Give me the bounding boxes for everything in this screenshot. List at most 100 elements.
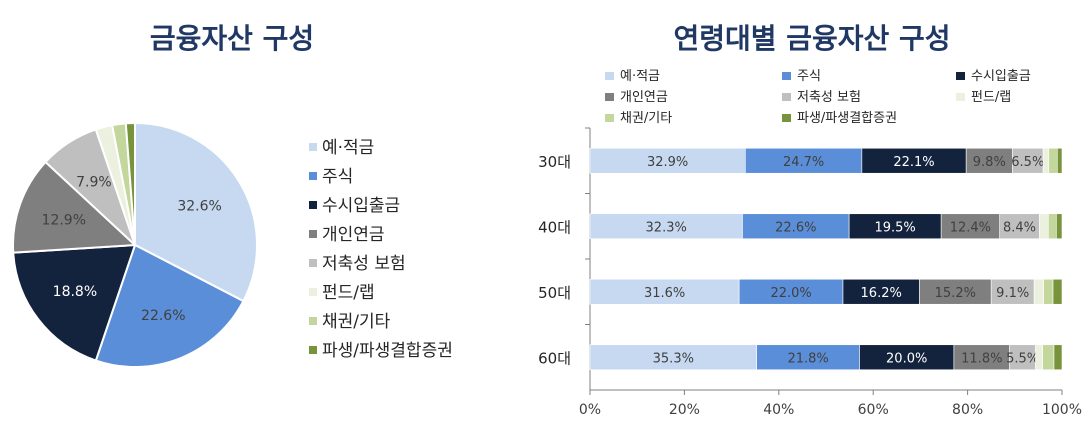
bar-segment [1053, 344, 1063, 371]
pie-slice-8 [124, 121, 136, 246]
bar-data-label: 35.3% [653, 351, 694, 366]
legend-label: 파생/파생결합증권 [322, 341, 453, 361]
pie-chart: 금융자산 구성 32.6% 22.6% 18.8% 12.9% 7.9% 예·적금주식수… [12, 22, 453, 368]
bar-data-label: 5.5% [1006, 351, 1039, 366]
legend-swatch [782, 114, 791, 122]
pie-slice-3 [12, 243, 137, 362]
bar-data-label: 22.1% [893, 155, 934, 170]
bar-segment [990, 278, 1035, 305]
bar-data-label: 22.0% [770, 286, 811, 301]
legend-label: 주식 [797, 69, 821, 84]
bar-data-label: 15.2% [935, 286, 976, 301]
bar-segments: 32.9% 24.7% 22.1% 9.8% 6.5% 32.3% 22.6% 19.5% 12… [589, 147, 1063, 371]
x-tick-label: 100% [1042, 402, 1082, 418]
pie-slices [12, 121, 258, 368]
bar-segment [1048, 213, 1057, 240]
bar-title: 연령대별 금융자산 구성 [673, 22, 950, 55]
bar-data-label: 31.6% [644, 286, 685, 301]
x-tick-label: 20% [669, 402, 700, 418]
bar-segment [859, 344, 955, 371]
pie-data-labels: 32.6% 22.6% 18.8% 12.9% 7.9% [42, 175, 222, 325]
legend-label: 개인연금 [322, 225, 385, 245]
bar-segment [1039, 213, 1049, 240]
legend-label: 펀드/랩 [971, 90, 1011, 105]
bar-data-label: 20.0% [886, 351, 927, 366]
bar-data-label: 9.1% [996, 286, 1029, 301]
legend-label: 저축성 보험 [322, 254, 406, 274]
x-tick-label: 40% [763, 402, 794, 418]
bar-data-label: 9.8% [973, 155, 1006, 170]
x-tick-label: 80% [952, 402, 983, 418]
legend-swatch [309, 230, 317, 238]
legend-label: 개인연금 [620, 90, 668, 105]
x-tick-label: 0% [579, 402, 601, 418]
bar-segment [1042, 147, 1050, 174]
bar-segment [589, 147, 746, 174]
x-tick-label: 60% [858, 402, 889, 418]
legend-swatch [782, 72, 791, 80]
bar-segment [1035, 344, 1043, 371]
pie-slice-1 [134, 121, 258, 303]
bar-segment [848, 213, 942, 240]
bar-data-label: 12.4% [950, 220, 991, 235]
bar-segment [1056, 213, 1063, 240]
legend-swatch [309, 172, 317, 180]
category-label: 50대 [538, 284, 571, 302]
bar-segment [919, 278, 992, 305]
bar-data-label: 16.2% [861, 286, 902, 301]
category-label: 60대 [538, 349, 571, 367]
bar-data-label: 24.7% [783, 155, 824, 170]
bar-segment [738, 278, 844, 305]
bar-segment [1042, 344, 1055, 371]
legend-swatch [309, 143, 317, 151]
bar-data-label: 21.8% [787, 351, 828, 366]
bar-segment [1043, 278, 1054, 305]
legend-swatch [605, 114, 614, 122]
bar-segment [1056, 147, 1063, 174]
bar-segment [742, 213, 850, 240]
bar-segment [940, 213, 1000, 240]
category-label: 30대 [538, 153, 571, 171]
legend-swatch [309, 317, 317, 325]
legend-label: 수시입출금 [322, 196, 400, 216]
legend-swatch [605, 72, 614, 80]
bar-segment [589, 344, 757, 371]
bar-data-label: 22.6% [775, 220, 816, 235]
bar-segment [589, 278, 740, 305]
legend-swatch [309, 288, 317, 296]
pie-slice-2 [94, 243, 245, 368]
pie-data-label: 22.6% [141, 308, 185, 324]
bar-data-label: 8.4% [1003, 220, 1036, 235]
bar-segment [953, 344, 1010, 371]
legend-label: 채권/기타 [620, 111, 672, 126]
legend-swatch [782, 93, 791, 101]
pie-data-label: 7.9% [76, 175, 112, 191]
pie-data-label: 32.6% [177, 199, 221, 215]
bar-segment [842, 278, 920, 305]
legend-label: 펀드/랩 [322, 283, 375, 303]
bar-segment [1033, 278, 1044, 305]
legend-label: 채권/기타 [322, 312, 391, 332]
legend-swatch [309, 259, 317, 267]
legend-label: 예·적금 [322, 138, 374, 158]
legend-label: 예·적금 [620, 69, 660, 84]
bar-segment [756, 344, 860, 371]
legend-swatch [605, 93, 614, 101]
legend-label: 저축성 보험 [797, 90, 861, 105]
bar-segment [589, 213, 743, 240]
bar-segment [1052, 278, 1063, 305]
bar-segment [1009, 344, 1036, 371]
bar-data-label: 6.5% [1011, 155, 1044, 170]
pie-data-label: 18.8% [53, 284, 97, 300]
bar-data-label: 32.3% [646, 220, 687, 235]
bar-segment [861, 147, 967, 174]
pie-data-label: 12.9% [42, 213, 86, 229]
bar-segment [1048, 147, 1058, 174]
bar-data-label: 19.5% [874, 220, 915, 235]
legend-label: 주식 [322, 167, 353, 187]
legend-swatch [309, 201, 317, 209]
legend-swatch [956, 72, 965, 80]
